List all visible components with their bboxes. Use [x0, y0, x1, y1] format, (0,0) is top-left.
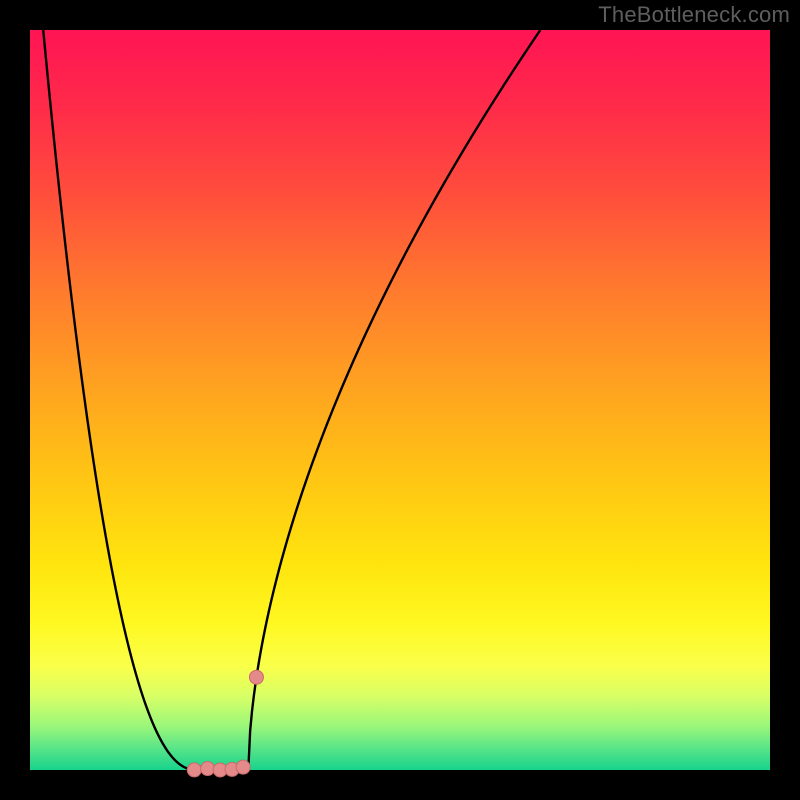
valley-marker — [201, 762, 215, 776]
valley-marker — [236, 760, 250, 774]
bottleneck-chart — [0, 0, 800, 800]
plot-background-gradient — [30, 30, 770, 770]
valley-marker — [187, 763, 201, 777]
watermark-text: TheBottleneck.com — [598, 2, 790, 28]
valley-marker — [249, 670, 263, 684]
